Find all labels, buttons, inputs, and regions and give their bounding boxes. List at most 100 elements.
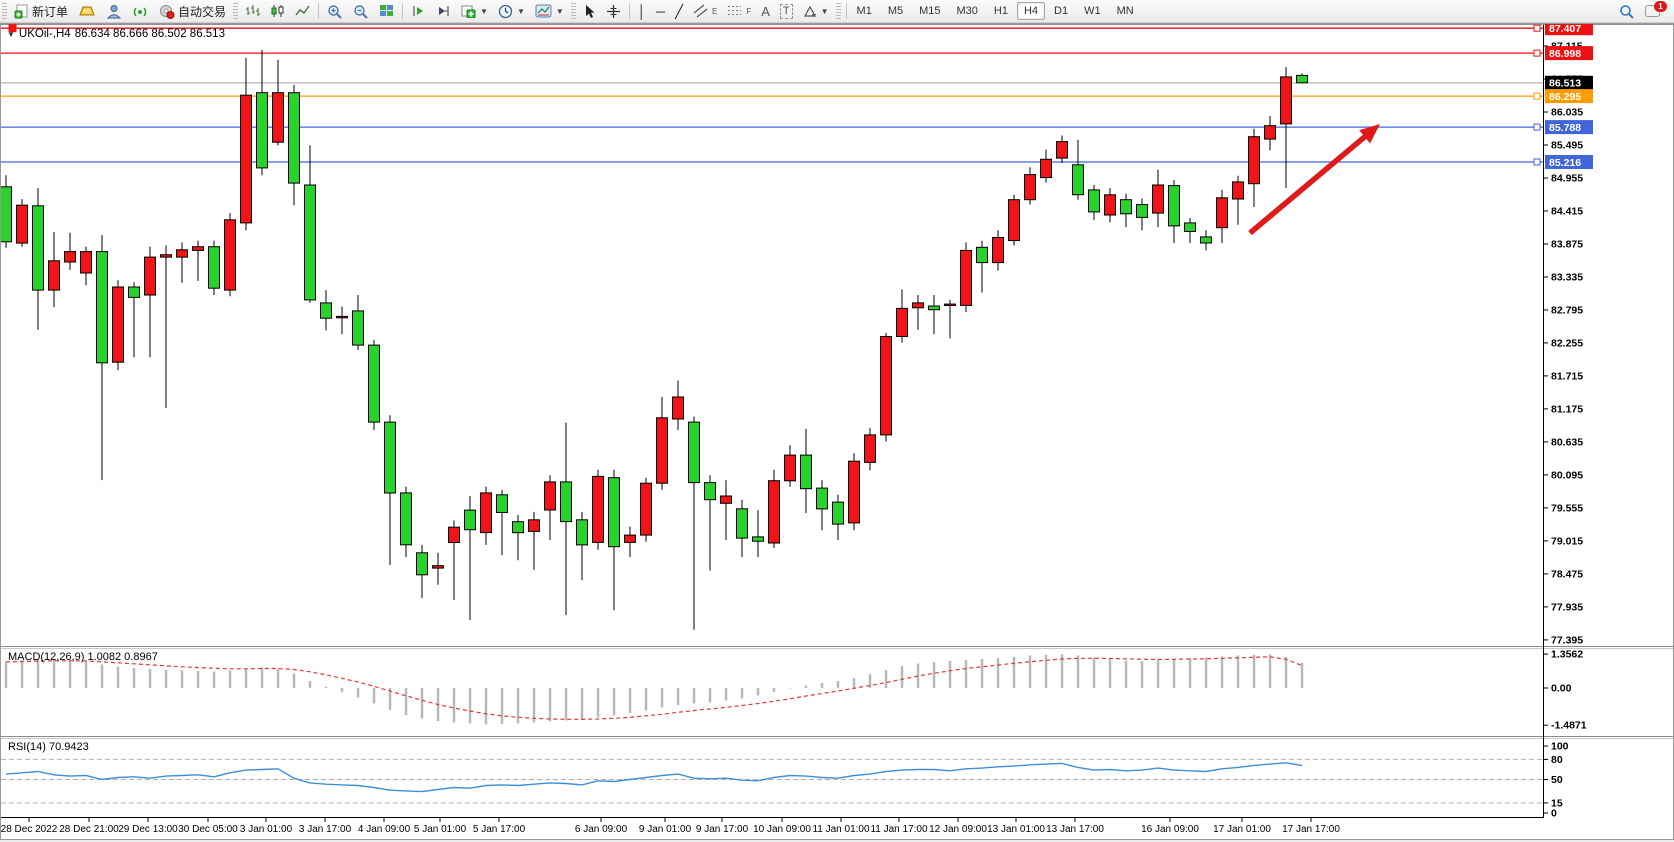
timeframe-button-d1[interactable]: D1 bbox=[1054, 5, 1069, 17]
candle bbox=[240, 94, 252, 224]
timeframe-button-m30[interactable]: M30 bbox=[956, 5, 978, 17]
macd-name: MACD(12,26,9) bbox=[8, 651, 85, 663]
shapes-icon bbox=[803, 5, 816, 17]
notifications-button[interactable]: 1 bbox=[1640, 0, 1668, 22]
candle bbox=[128, 286, 140, 298]
timeframe-button-m1[interactable]: M1 bbox=[856, 5, 872, 17]
zoom-in-button[interactable] bbox=[322, 0, 348, 22]
candle bbox=[1232, 181, 1244, 200]
time-tick-label: 5 Jan 01:00 bbox=[414, 824, 467, 835]
candle bbox=[704, 482, 716, 501]
candle bbox=[80, 251, 92, 274]
candle bbox=[16, 204, 28, 244]
time-tick-label: 12 Jan 09:00 bbox=[929, 824, 987, 835]
time-tick-label: 16 Jan 09:00 bbox=[1141, 824, 1199, 835]
hline-handle[interactable] bbox=[1533, 24, 1541, 32]
candle bbox=[592, 475, 604, 543]
toolbar-grip bbox=[835, 3, 841, 19]
text-tool-icon: A bbox=[761, 3, 770, 19]
hline-handle[interactable] bbox=[1533, 92, 1541, 100]
chart-shift-button[interactable] bbox=[431, 0, 456, 22]
chart-canvas[interactable]: 87.11586.57586.03585.49584.95584.41583.8… bbox=[0, 21, 1673, 838]
text-tool-button[interactable]: A bbox=[756, 0, 775, 22]
hline-handle[interactable] bbox=[1533, 123, 1541, 131]
candle bbox=[480, 492, 492, 534]
candle bbox=[336, 315, 348, 319]
candle bbox=[1296, 74, 1308, 84]
trend-arrow[interactable] bbox=[1248, 129, 1373, 236]
candle bbox=[1184, 222, 1196, 232]
trend-arrow-head bbox=[1359, 124, 1380, 144]
tile-windows-button[interactable] bbox=[374, 0, 399, 22]
timeframe-button-m5[interactable]: M5 bbox=[887, 5, 904, 17]
crosshair-button[interactable] bbox=[601, 0, 626, 22]
candle bbox=[320, 302, 332, 319]
crosshair-icon bbox=[606, 4, 620, 18]
candle bbox=[1248, 136, 1260, 185]
toolbar-separator bbox=[628, 3, 630, 19]
time-tick-label: 13 Jan 17:00 bbox=[1046, 824, 1104, 835]
deposit-button[interactable] bbox=[73, 0, 101, 22]
rsi-line bbox=[5, 762, 1303, 793]
toolbar-separator bbox=[402, 3, 404, 19]
candle-chart-icon bbox=[271, 5, 284, 17]
autotrade-button[interactable]: 自动交易 bbox=[154, 0, 231, 22]
hline-handle[interactable] bbox=[1533, 49, 1541, 57]
dropdown-arrow-icon: ▼ bbox=[555, 6, 564, 16]
candle bbox=[0, 186, 12, 243]
horizontal-line-icon: ─ bbox=[655, 3, 666, 19]
hline-tool-button[interactable]: ─ bbox=[651, 0, 670, 22]
hline-handle[interactable] bbox=[8, 24, 17, 33]
vertical-line-icon: │ bbox=[637, 3, 646, 19]
candle-chart-button[interactable] bbox=[265, 0, 290, 22]
candle bbox=[752, 536, 764, 542]
hline-handle[interactable] bbox=[1533, 158, 1541, 166]
price-badge-label: 85.216 bbox=[1549, 157, 1581, 169]
shapes-button[interactable]: ▼ bbox=[798, 0, 834, 22]
candle bbox=[576, 519, 588, 546]
price-tick-label: 80.095 bbox=[1551, 469, 1583, 481]
indicators-button[interactable]: ▼ bbox=[456, 0, 493, 22]
signals-button[interactable] bbox=[127, 0, 154, 22]
candle bbox=[688, 421, 700, 484]
templates-button[interactable]: ▼ bbox=[530, 0, 569, 22]
candle bbox=[400, 492, 412, 546]
candle bbox=[560, 481, 572, 523]
candle bbox=[1088, 189, 1100, 213]
candle bbox=[960, 249, 972, 306]
cursor-button[interactable] bbox=[578, 0, 601, 22]
candle bbox=[720, 495, 732, 504]
trendline-tool-button[interactable]: ╱ bbox=[670, 0, 688, 22]
vline-tool-button[interactable]: │ bbox=[633, 0, 651, 22]
bar-chart-button[interactable] bbox=[240, 0, 265, 22]
macd-tick-label: -1.4871 bbox=[1551, 720, 1587, 732]
new-order-button[interactable]: 新订单 bbox=[9, 0, 73, 22]
channel-tool-button[interactable]: E bbox=[688, 0, 722, 22]
price-badge bbox=[1545, 21, 1593, 36]
timeframe-button-w1[interactable]: W1 bbox=[1084, 5, 1101, 17]
label-tool-button[interactable]: T bbox=[775, 0, 798, 22]
auto-scroll-button[interactable] bbox=[406, 0, 431, 22]
rsi-value: 70.9423 bbox=[48, 741, 89, 753]
timeframe-button-mn[interactable]: MN bbox=[1116, 5, 1134, 17]
dropdown-arrow-icon: ▼ bbox=[516, 6, 525, 16]
zoom-out-button[interactable] bbox=[348, 0, 374, 22]
line-chart-button[interactable] bbox=[290, 0, 315, 22]
periods-button[interactable]: ▼ bbox=[493, 0, 530, 22]
new-order-label: 新订单 bbox=[32, 4, 69, 19]
timeframe-button-m15[interactable]: M15 bbox=[919, 5, 941, 17]
timeframe-button-h4[interactable]: H4 bbox=[1016, 2, 1046, 20]
fibonacci-tool-button[interactable]: F bbox=[722, 0, 756, 22]
chevron-down-icon[interactable]: ▼ bbox=[7, 29, 15, 39]
indicators-icon bbox=[461, 5, 476, 18]
support-button[interactable] bbox=[101, 0, 127, 22]
search-button[interactable] bbox=[1614, 0, 1640, 22]
candle bbox=[224, 219, 236, 291]
candle bbox=[544, 481, 556, 511]
timeframe-button-h1[interactable]: H1 bbox=[993, 5, 1008, 17]
candle bbox=[784, 454, 796, 482]
candle bbox=[896, 307, 908, 337]
macd-signal-line bbox=[5, 656, 1303, 720]
candle bbox=[1024, 174, 1036, 201]
price-tick-label: 78.475 bbox=[1551, 568, 1583, 580]
